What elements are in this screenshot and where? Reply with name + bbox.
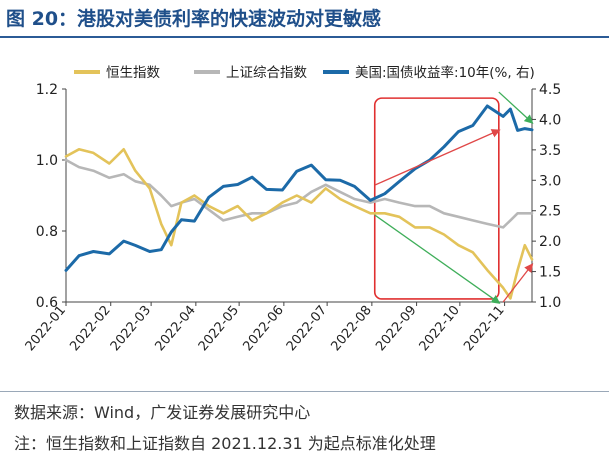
x-tick-label: 2022-08 [329, 303, 375, 354]
x-tick-label: 2022-10 [417, 303, 463, 354]
annotation-arrow-green [498, 91, 534, 124]
chart-legend: 恒生指数 上证综合指数 美国:国债收益率:10年(%, 右) [74, 64, 535, 81]
legend-label: 恒生指数 [106, 65, 160, 81]
x-tick-label: 2022-11 [461, 303, 507, 354]
y-right-tick-label: 4.0 [539, 112, 561, 128]
legend-label: 美国:国债收益率:10年(%, 右) [355, 64, 535, 81]
y-right-tick-label: 3.0 [539, 173, 561, 189]
normalization-note: 注：恒生指数和上证指数自 2021.12.31 为起点标准化处理 [14, 434, 436, 453]
y-right-tick-label: 1.5 [539, 265, 561, 281]
series-lines [64, 104, 534, 300]
y-right-tick-label: 1.0 [539, 295, 561, 311]
annotation-arrow-red [502, 263, 534, 303]
y-right-tick-label: 2.0 [539, 234, 561, 250]
series-line-hsi [64, 148, 534, 300]
footer-divider [0, 391, 609, 392]
y-left-tick-label: 0.6 [36, 295, 58, 311]
y-left-tick-label: 1.2 [36, 82, 58, 98]
x-tick-label: 2022-03 [108, 303, 154, 354]
x-tick-label: 2022-06 [241, 303, 287, 354]
series-line-us10y [64, 104, 534, 272]
y-left-tick-label: 1.0 [36, 153, 58, 169]
x-tick-label: 2022-05 [196, 303, 242, 354]
annotation-arrow-green [374, 214, 501, 304]
chart: 0.6 0.8 1.0 1.2 1.0 1.5 2.0 2.5 3.0 3.5 4.0 4.5 2022… [23, 64, 562, 354]
x-tick-label: 2022-09 [373, 303, 419, 354]
x-tick-label: 2022-02 [67, 303, 113, 354]
annotation-arrow-red [374, 129, 501, 186]
chart-axes: 0.6 0.8 1.0 1.2 1.0 1.5 2.0 2.5 3.0 3.5 4.0 4.5 2022… [23, 82, 562, 354]
y-right-tick-label: 4.5 [539, 82, 561, 98]
figure-title: 图 20：港股对美债利率的快速波动对更敏感 [6, 8, 382, 30]
highlight-box-layer [373, 97, 500, 300]
legend-label: 上证综合指数 [226, 65, 307, 81]
x-tick-label: 2022-04 [152, 303, 198, 354]
y-left-tick-label: 0.8 [36, 224, 58, 240]
highlight-box [373, 97, 500, 300]
annotation-arrows [374, 91, 534, 304]
source-note: 数据来源：Wind，广发证券发展研究中心 [14, 403, 311, 422]
x-tick-label: 2022-07 [284, 303, 330, 354]
title-divider [0, 36, 609, 38]
y-right-tick-label: 2.5 [539, 204, 561, 220]
y-right-tick-label: 3.5 [539, 143, 561, 159]
